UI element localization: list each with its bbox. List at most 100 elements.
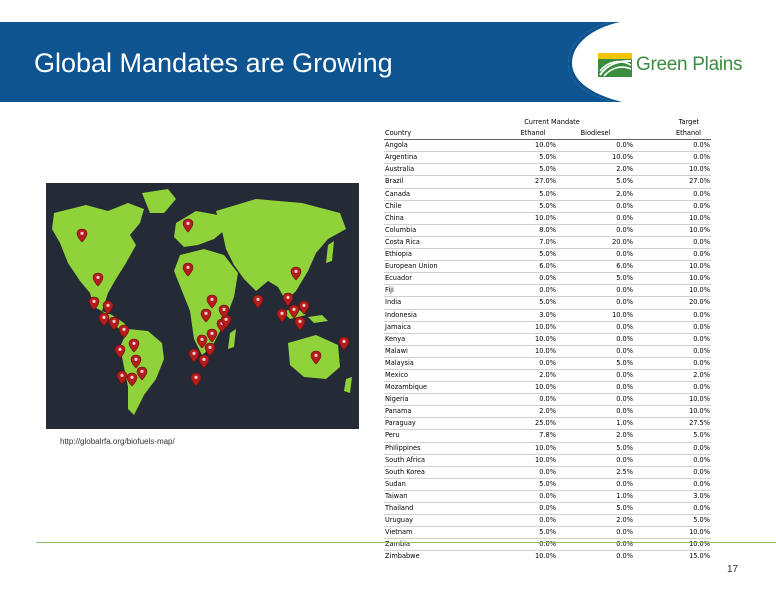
ethanol-column-header: Ethanol	[520, 129, 546, 138]
map-marker-icon[interactable]	[310, 350, 322, 365]
ethanol-cell: 0.0%	[470, 514, 557, 527]
map-marker-icon[interactable]	[108, 316, 120, 331]
biodiesel-cell: 2.5%	[557, 465, 635, 479]
map-marker-icon[interactable]	[130, 354, 142, 369]
table-row: Sudan 5.0% 0.0% 0.0%	[384, 477, 712, 491]
country-cell: Ethiopia	[384, 248, 470, 261]
ethanol-cell: 27.0%	[470, 175, 557, 189]
biodiesel-cell: 0.0%	[557, 320, 635, 334]
map-marker-icon[interactable]	[196, 334, 208, 349]
country-cell: South Korea	[384, 465, 470, 479]
map-marker-icon[interactable]	[204, 342, 216, 357]
map-marker-icon[interactable]	[116, 370, 128, 385]
target-ethanol-cell: 27.0%	[634, 175, 712, 189]
map-marker-icon[interactable]	[136, 366, 148, 381]
table-row: Thailand 0.0% 5.0% 0.0%	[384, 501, 712, 515]
target-ethanol-cell: 0.0%	[634, 453, 712, 467]
ethanol-cell: 8.0%	[470, 223, 557, 237]
map-marker-icon[interactable]	[290, 266, 302, 281]
biodiesel-cell: 0.0%	[557, 381, 635, 394]
map-marker-icon[interactable]	[76, 228, 88, 243]
ethanol-cell: 5.0%	[470, 248, 557, 261]
country-cell: Peru	[384, 429, 470, 443]
biodiesel-cell: 0.0%	[557, 526, 635, 539]
ethanol-cell: 5.0%	[470, 477, 557, 491]
map-marker-icon[interactable]	[288, 304, 300, 319]
target-ethanol-cell: 3.0%	[634, 489, 712, 503]
footer-divider	[36, 542, 776, 543]
map-marker-icon[interactable]	[128, 338, 140, 353]
map-marker-icon[interactable]	[126, 372, 138, 387]
map-marker-icon[interactable]	[206, 328, 218, 343]
map-marker-icon[interactable]	[182, 218, 194, 233]
map-marker-icon[interactable]	[88, 296, 100, 311]
country-cell: Nigeria	[384, 393, 470, 406]
green-plains-logo: Green Plains	[598, 52, 743, 78]
map-marker-icon[interactable]	[298, 300, 310, 315]
map-marker-icon[interactable]	[102, 300, 114, 315]
table-row: Malaysia 0.0% 5.0% 0.0%	[384, 356, 712, 370]
table-row: Nigeria 0.0% 0.0% 10.0%	[384, 393, 712, 406]
table-row: Malawi 10.0% 0.0% 0.0%	[384, 344, 712, 358]
table-group-header-row: Current Mandate Target	[384, 117, 711, 128]
table-row: Paraguay 25.0% 1.0% 27.5%	[384, 417, 712, 430]
map-marker-icon[interactable]	[338, 336, 350, 351]
world-biofuels-map	[46, 183, 359, 429]
target-ethanol-cell: 0.0%	[634, 356, 712, 370]
ethanol-cell: 6.0%	[470, 260, 557, 273]
map-marker-icon[interactable]	[92, 272, 104, 287]
map-marker-icon[interactable]	[182, 262, 194, 277]
biodiesel-cell: 0.0%	[557, 538, 635, 551]
logo-text: Green Plains	[636, 54, 743, 75]
ethanol-cell: 5.0%	[470, 526, 557, 539]
country-cell: Angola	[384, 139, 470, 152]
map-marker-icon[interactable]	[200, 308, 212, 323]
map-marker-icon[interactable]	[114, 344, 126, 359]
current-mandate-header: Current Mandate	[524, 118, 580, 126]
target-ethanol-cell: 10.0%	[634, 223, 712, 237]
biodiesel-cell: 0.0%	[557, 344, 635, 358]
map-marker-icon[interactable]	[118, 324, 130, 339]
map-marker-icon[interactable]	[282, 292, 294, 307]
map-marker-icon[interactable]	[218, 304, 230, 319]
biodiesel-cell: 0.0%	[557, 477, 635, 491]
table-row: Panama 2.0% 0.0% 10.0%	[384, 405, 712, 418]
map-marker-icon[interactable]	[188, 348, 200, 363]
table-row: Peru 7.8% 2.0% 5.0%	[384, 429, 712, 443]
map-marker-icon[interactable]	[252, 294, 264, 309]
country-cell: Australia	[384, 163, 470, 176]
ethanol-cell: 5.0%	[470, 199, 557, 213]
biodiesel-cell: 0.0%	[557, 368, 635, 382]
biodiesel-cell: 0.0%	[557, 296, 635, 309]
ethanol-cell: 0.0%	[470, 538, 557, 551]
ethanol-cell: 10.0%	[470, 332, 557, 346]
biodiesel-cell: 6.0%	[557, 260, 635, 273]
map-marker-icon[interactable]	[206, 294, 218, 309]
biodiesel-cell: 5.0%	[557, 356, 635, 370]
country-column-header: Country	[385, 129, 412, 138]
ethanol-cell: 10.0%	[470, 453, 557, 467]
target-ethanol-cell: 0.0%	[634, 151, 712, 164]
biodiesel-cell: 0.0%	[557, 248, 635, 261]
ethanol-cell: 25.0%	[470, 417, 557, 430]
map-marker-icon[interactable]	[294, 316, 306, 331]
country-cell: Malaysia	[384, 356, 470, 370]
target-ethanol-cell: 0.0%	[634, 381, 712, 394]
table-row: Philippines 10.0% 5.0% 0.0%	[384, 441, 712, 455]
ethanol-cell: 2.0%	[470, 368, 557, 382]
ethanol-cell: 10.0%	[470, 441, 557, 455]
map-marker-icon[interactable]	[198, 354, 210, 369]
target-ethanol-cell: 10.0%	[634, 284, 712, 297]
map-marker-icon[interactable]	[276, 308, 288, 323]
biodiesel-cell: 5.0%	[557, 501, 635, 515]
map-markers	[76, 218, 350, 387]
country-cell: Vietnam	[384, 526, 470, 539]
target-ethanol-cell: 0.0%	[634, 332, 712, 346]
map-marker-icon[interactable]	[98, 312, 110, 327]
map-marker-icon[interactable]	[190, 372, 202, 387]
world-map-image	[46, 183, 359, 429]
table-row: European Union 6.0% 6.0% 10.0%	[384, 260, 712, 273]
map-marker-icon[interactable]	[220, 314, 232, 329]
target-ethanol-cell: 0.0%	[634, 248, 712, 261]
target-ethanol-column-header: Ethanol	[675, 129, 702, 138]
